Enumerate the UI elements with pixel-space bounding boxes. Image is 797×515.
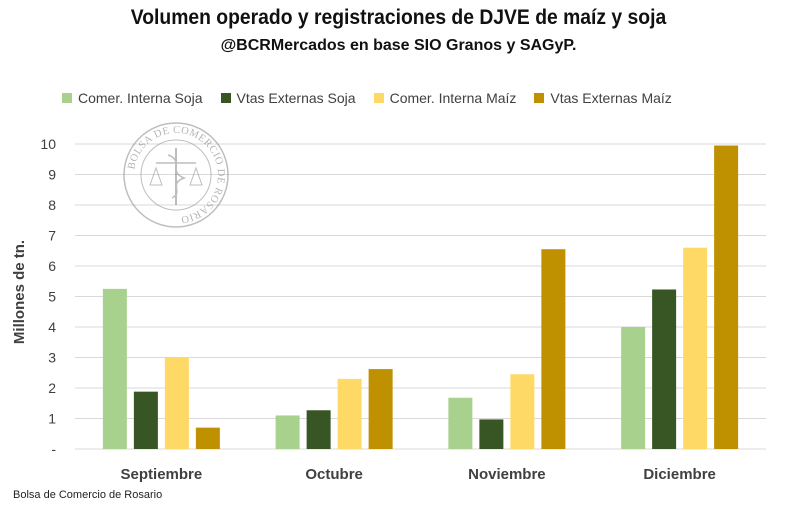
y-tick-label: 6 (48, 258, 56, 274)
chart-subtitle: @BCRMercados en base SIO Granos y SAGyP. (220, 37, 577, 54)
legend-label: Vtas Externas Soja (236, 90, 356, 106)
bar (683, 247, 708, 449)
bar (714, 145, 739, 449)
bar (102, 288, 127, 449)
bar (448, 397, 473, 449)
legend-label: Comer. Interna Soja (78, 90, 203, 106)
y-axis-ticks: - 1 2 3 4 5 6 7 8 9 10 (40, 136, 56, 457)
bar (479, 419, 504, 449)
footer-source: Bolsa de Comercio de Rosario (13, 489, 163, 501)
y-tick-label: 2 (48, 380, 56, 396)
x-category-label: Noviembre (468, 466, 546, 483)
bar (368, 369, 393, 449)
x-axis-categories: Septiembre Octubre Noviembre Diciembre (121, 466, 716, 483)
bar (337, 378, 362, 449)
y-tick-label: 3 (48, 350, 56, 366)
y-tick-label: 4 (48, 319, 56, 335)
bar (275, 415, 300, 449)
bar (195, 427, 220, 449)
legend-item: Vtas Externas Maíz (534, 90, 672, 106)
legend-item: Vtas Externas Soja (220, 90, 356, 106)
y-tick-label: 5 (48, 289, 56, 305)
legend-label: Comer. Interna Maíz (389, 90, 517, 106)
x-category-label: Diciembre (643, 466, 716, 483)
legend-swatch (373, 93, 384, 103)
x-category-label: Septiembre (121, 466, 203, 483)
legend-item: Comer. Interna Maíz (373, 90, 517, 106)
bar (621, 327, 646, 449)
gridlines (75, 143, 766, 450)
y-tick-label: 7 (48, 228, 56, 244)
bar (306, 410, 331, 449)
bar (164, 357, 189, 449)
bar (510, 374, 535, 449)
y-tick-label: - (51, 441, 56, 457)
legend-swatch (534, 93, 545, 103)
legend-swatch (220, 93, 231, 103)
bar (133, 391, 158, 449)
y-axis-label: Millones de tn. (11, 240, 28, 344)
bar (652, 289, 677, 449)
bar (541, 249, 566, 449)
y-tick-label: 8 (48, 197, 56, 213)
bars (102, 145, 739, 449)
y-tick-label: 10 (40, 136, 56, 152)
y-tick-label: 9 (48, 167, 56, 183)
legend-item: Comer. Interna Soja (62, 90, 203, 106)
legend-label: Vtas Externas Maíz (550, 90, 672, 106)
chart-title: Volumen operado y registraciones de DJVE… (130, 6, 667, 29)
legend-swatch (62, 93, 72, 103)
x-category-label: Octubre (305, 466, 363, 483)
legend: Comer. Interna Soja Vtas Externas Soja Com… (62, 89, 690, 107)
y-tick-label: 1 (48, 411, 56, 427)
